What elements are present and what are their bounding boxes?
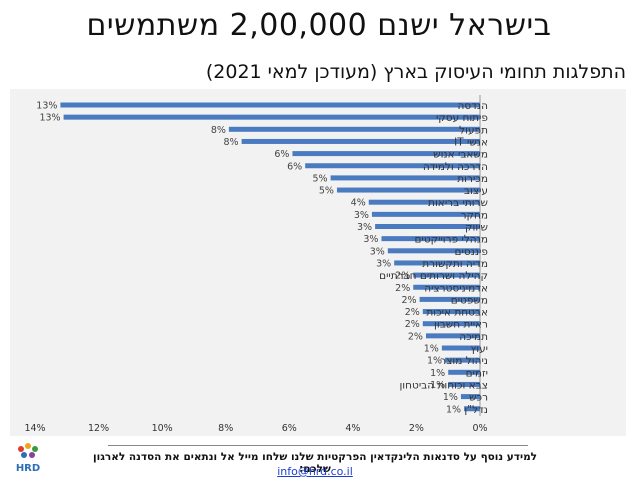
category-label: תמיכה	[459, 331, 488, 343]
category-label: מחקר	[461, 209, 488, 221]
category-label: אדמיניסטרציה	[424, 282, 488, 294]
category-label: נדל"ן	[464, 404, 488, 416]
bar	[448, 369, 480, 375]
bar	[419, 296, 480, 302]
x-tick-label: 14%	[24, 423, 45, 434]
bar	[371, 211, 480, 217]
bar	[228, 126, 480, 132]
category-label: ראיית חשבון	[434, 319, 488, 331]
data-label: 8%	[224, 137, 239, 148]
data-label: 1%	[427, 356, 442, 367]
x-tick-label: 0%	[472, 423, 487, 434]
data-label: 1%	[430, 380, 445, 391]
data-label: 8%	[211, 125, 226, 136]
chart-subtitle: התפלגות תחומי העיסוק בארץ (מעודכן למאי 2…	[205, 61, 626, 83]
category-label: פיתוח עסקי	[436, 112, 488, 124]
bar	[368, 199, 480, 205]
data-label: 5%	[313, 173, 328, 184]
bar	[63, 114, 480, 120]
category-label: יזמים	[466, 367, 488, 379]
bar	[448, 381, 480, 387]
bar	[394, 260, 480, 266]
category-label: ניהול מוצר	[440, 355, 488, 367]
x-tick-label: 10%	[152, 423, 173, 434]
footer-email-link[interactable]: info@hrd.co.il	[277, 465, 353, 478]
category-label: מדיה ותקשורת	[422, 258, 488, 270]
category-label: משאבי אנוש	[433, 149, 488, 161]
category-label: מנהלי פרוייקטים	[415, 234, 488, 246]
data-label: 2%	[405, 307, 420, 318]
bar	[422, 321, 480, 327]
bar	[336, 187, 480, 193]
data-label: 4%	[351, 198, 366, 209]
bar	[425, 333, 480, 339]
data-label: 2%	[405, 319, 420, 330]
bar	[381, 236, 480, 242]
data-label: 1%	[424, 344, 439, 355]
bar	[441, 345, 480, 351]
logo-text: HRD	[16, 463, 40, 474]
category-label: פיננסים	[455, 246, 488, 258]
bar	[241, 138, 480, 144]
category-label: אנשי IT	[454, 136, 488, 148]
category-label: קהילה ושרותים חברתיים	[379, 270, 488, 282]
bar	[60, 102, 481, 108]
category-label: תפעול	[459, 124, 488, 136]
plot-area	[10, 89, 626, 436]
x-tick-label: 12%	[88, 423, 109, 434]
data-label: 3%	[376, 258, 391, 269]
data-label: 13%	[36, 101, 57, 112]
bar-chart: 13% הנדסה 13% פיתוח עסקי 8% תפעול 8% אנשי IT 6% מ…	[24, 95, 488, 434]
category-label: הדרכה ולמידה	[423, 161, 488, 173]
data-label: 3%	[363, 234, 378, 245]
x-tick-label: 8%	[218, 423, 233, 434]
data-label: 6%	[287, 161, 302, 172]
data-label: 1%	[443, 392, 458, 403]
bar	[460, 394, 480, 400]
data-label: 2%	[402, 295, 417, 306]
category-label: יעוץ	[471, 343, 488, 355]
category-label: שיווק	[465, 222, 488, 234]
bar	[413, 284, 480, 290]
data-label: 2%	[395, 271, 410, 282]
bar	[305, 163, 480, 169]
footer-divider	[108, 445, 528, 446]
footer-text: למידע נוסף על סדנאות הלינקדאין הפרקטיות …	[92, 451, 538, 475]
data-label: 5%	[319, 186, 334, 197]
data-label: 2%	[408, 331, 423, 342]
x-tick-label: 2%	[409, 423, 424, 434]
bar	[445, 357, 480, 363]
data-label: 1%	[430, 368, 445, 379]
bar	[422, 309, 480, 315]
category-label: הנדסה	[458, 100, 488, 112]
data-label: 1%	[446, 404, 461, 415]
data-label: 2%	[395, 283, 410, 294]
bar	[464, 406, 480, 412]
hrd-logo-icon: HRD	[16, 443, 40, 474]
bar	[330, 175, 480, 181]
category-label: שרותי בריאות	[428, 197, 488, 209]
data-label: 3%	[370, 246, 385, 257]
x-tick-label: 4%	[345, 423, 360, 434]
data-label: 3%	[357, 222, 372, 233]
page-title: בישראל ישנם 2,00,000 משתמשים	[86, 8, 552, 43]
bar	[387, 248, 480, 254]
data-label: 13%	[39, 113, 60, 124]
category-label: משפטים	[451, 294, 488, 306]
category-label: מכירות	[457, 173, 488, 185]
bar	[292, 151, 480, 157]
data-label: 6%	[274, 149, 289, 160]
x-tick-label: 6%	[282, 423, 297, 434]
category-label: עיצוב	[464, 185, 488, 197]
bar	[375, 224, 480, 229]
category-label: רכש	[469, 392, 488, 404]
category-label: צבא וכוחות הביטחון	[399, 379, 488, 391]
data-label: 3%	[354, 210, 369, 221]
category-label: אבטחת איכות	[426, 307, 488, 319]
bar	[413, 272, 480, 278]
